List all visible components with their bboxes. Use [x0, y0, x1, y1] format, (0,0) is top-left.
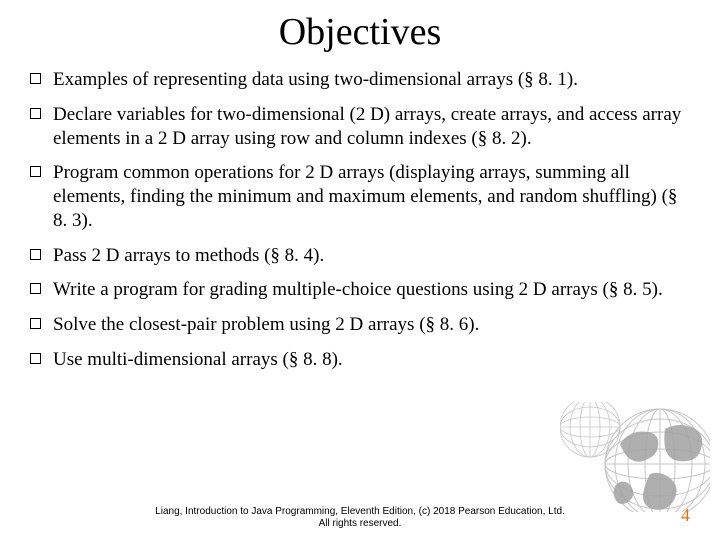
footer-line1: Liang, Introduction to Java Programming,…	[155, 506, 565, 517]
list-item-text: Program common operations for 2 D arrays…	[53, 161, 690, 232]
footer-line2: All rights reserved.	[319, 518, 402, 529]
hollow-square-icon	[30, 318, 41, 329]
list-item-text: Examples of representing data using two-…	[53, 68, 690, 92]
hollow-square-icon	[30, 73, 41, 84]
list-item-text: Solve the closest-pair problem using 2 D…	[53, 313, 690, 337]
list-item: Use multi-dimensional arrays (§ 8. 8).	[30, 348, 690, 372]
list-item-text: Pass 2 D arrays to methods (§ 8. 4).	[53, 244, 690, 268]
hollow-square-icon	[30, 283, 41, 294]
list-item-text: Declare variables for two-dimensional (2…	[53, 103, 690, 151]
list-item-text: Use multi-dimensional arrays (§ 8. 8).	[53, 348, 690, 372]
list-item: Program common operations for 2 D arrays…	[30, 161, 690, 232]
globe-decoration-icon	[560, 402, 710, 512]
list-item: Declare variables for two-dimensional (2…	[30, 103, 690, 151]
slide-title: Objectives	[30, 10, 690, 54]
list-item: Write a program for grading multiple-cho…	[30, 278, 690, 302]
slide: Objectives Examples of representing data…	[0, 0, 720, 540]
hollow-square-icon	[30, 108, 41, 119]
hollow-square-icon	[30, 353, 41, 364]
list-item-text: Write a program for grading multiple-cho…	[53, 278, 690, 302]
list-item: Solve the closest-pair problem using 2 D…	[30, 313, 690, 337]
hollow-square-icon	[30, 166, 41, 177]
page-number: 4	[681, 505, 690, 526]
list-item: Pass 2 D arrays to methods (§ 8. 4).	[30, 244, 690, 268]
copyright-footer: Liang, Introduction to Java Programming,…	[0, 506, 720, 530]
objectives-list: Examples of representing data using two-…	[30, 68, 690, 372]
list-item: Examples of representing data using two-…	[30, 68, 690, 92]
hollow-square-icon	[30, 249, 41, 260]
